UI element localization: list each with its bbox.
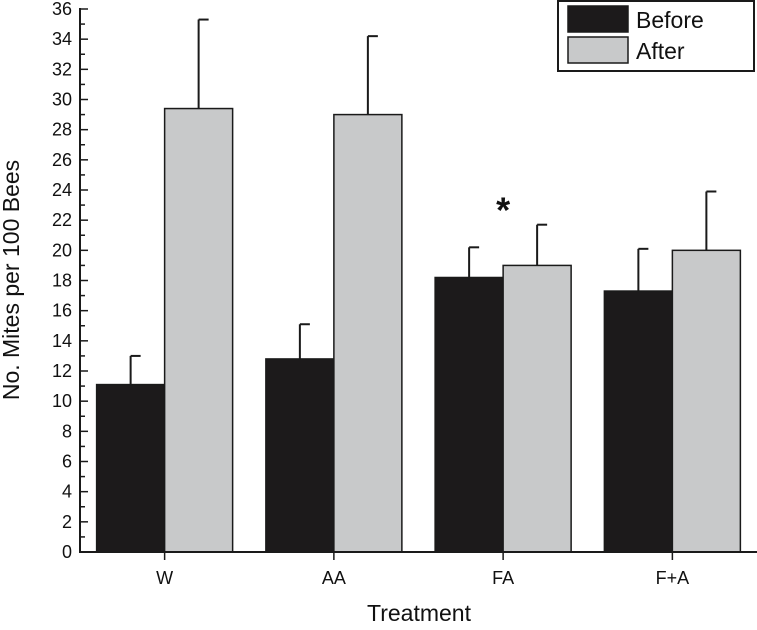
bars-layer <box>95 18 742 553</box>
y-axis-title: No. Mites per 100 Bees <box>0 160 24 400</box>
y-tick-label: 20 <box>52 240 72 260</box>
legend: Before After <box>557 0 755 72</box>
y-tick-label: 0 <box>62 542 72 562</box>
y-tick-label: 24 <box>52 180 72 200</box>
y-tick-label: 10 <box>52 391 72 411</box>
y-tick-label: 2 <box>62 512 72 532</box>
bar-before-f-a <box>603 290 674 553</box>
y-tick-label: 34 <box>52 29 72 49</box>
y-tick-label: 8 <box>62 421 72 441</box>
x-tick-label-aa: AA <box>322 568 346 588</box>
significance-marker: * <box>496 190 510 231</box>
bar-before-aa <box>265 358 335 553</box>
bar-before-w <box>95 383 166 553</box>
legend-swatch-before <box>567 5 629 33</box>
y-tick-label: 14 <box>52 331 72 351</box>
x-axis-title: Treatment <box>367 600 472 626</box>
y-tick-label: 28 <box>52 120 72 140</box>
bar-after-f-a <box>671 249 742 553</box>
x-tick-label-f-a: F+A <box>656 568 690 588</box>
y-tick-label: 18 <box>52 271 72 291</box>
bar-after-aa <box>333 113 403 553</box>
y-tick-label: 36 <box>52 0 72 19</box>
legend-label-before: Before <box>636 7 704 33</box>
y-tick-label: 4 <box>62 482 72 502</box>
legend-label-after: After <box>636 38 685 64</box>
legend-swatch-after <box>567 36 629 64</box>
bar-after-fa <box>502 264 572 553</box>
bar-after-w <box>163 107 234 553</box>
y-tick-label: 30 <box>52 90 72 110</box>
x-tick-label-w: W <box>156 568 173 588</box>
y-tick-label: 16 <box>52 301 72 321</box>
y-tick-label: 26 <box>52 150 72 170</box>
y-tick-label: 6 <box>62 452 72 472</box>
annotations: * <box>496 190 510 231</box>
x-tick-label-fa: FA <box>492 568 514 588</box>
bar-before-fa <box>434 276 504 553</box>
x-ticks: W AA FA F+A <box>156 552 689 588</box>
y-tick-label: 12 <box>52 361 72 381</box>
y-tick-label: 22 <box>52 210 72 230</box>
y-tick-label: 32 <box>52 59 72 79</box>
